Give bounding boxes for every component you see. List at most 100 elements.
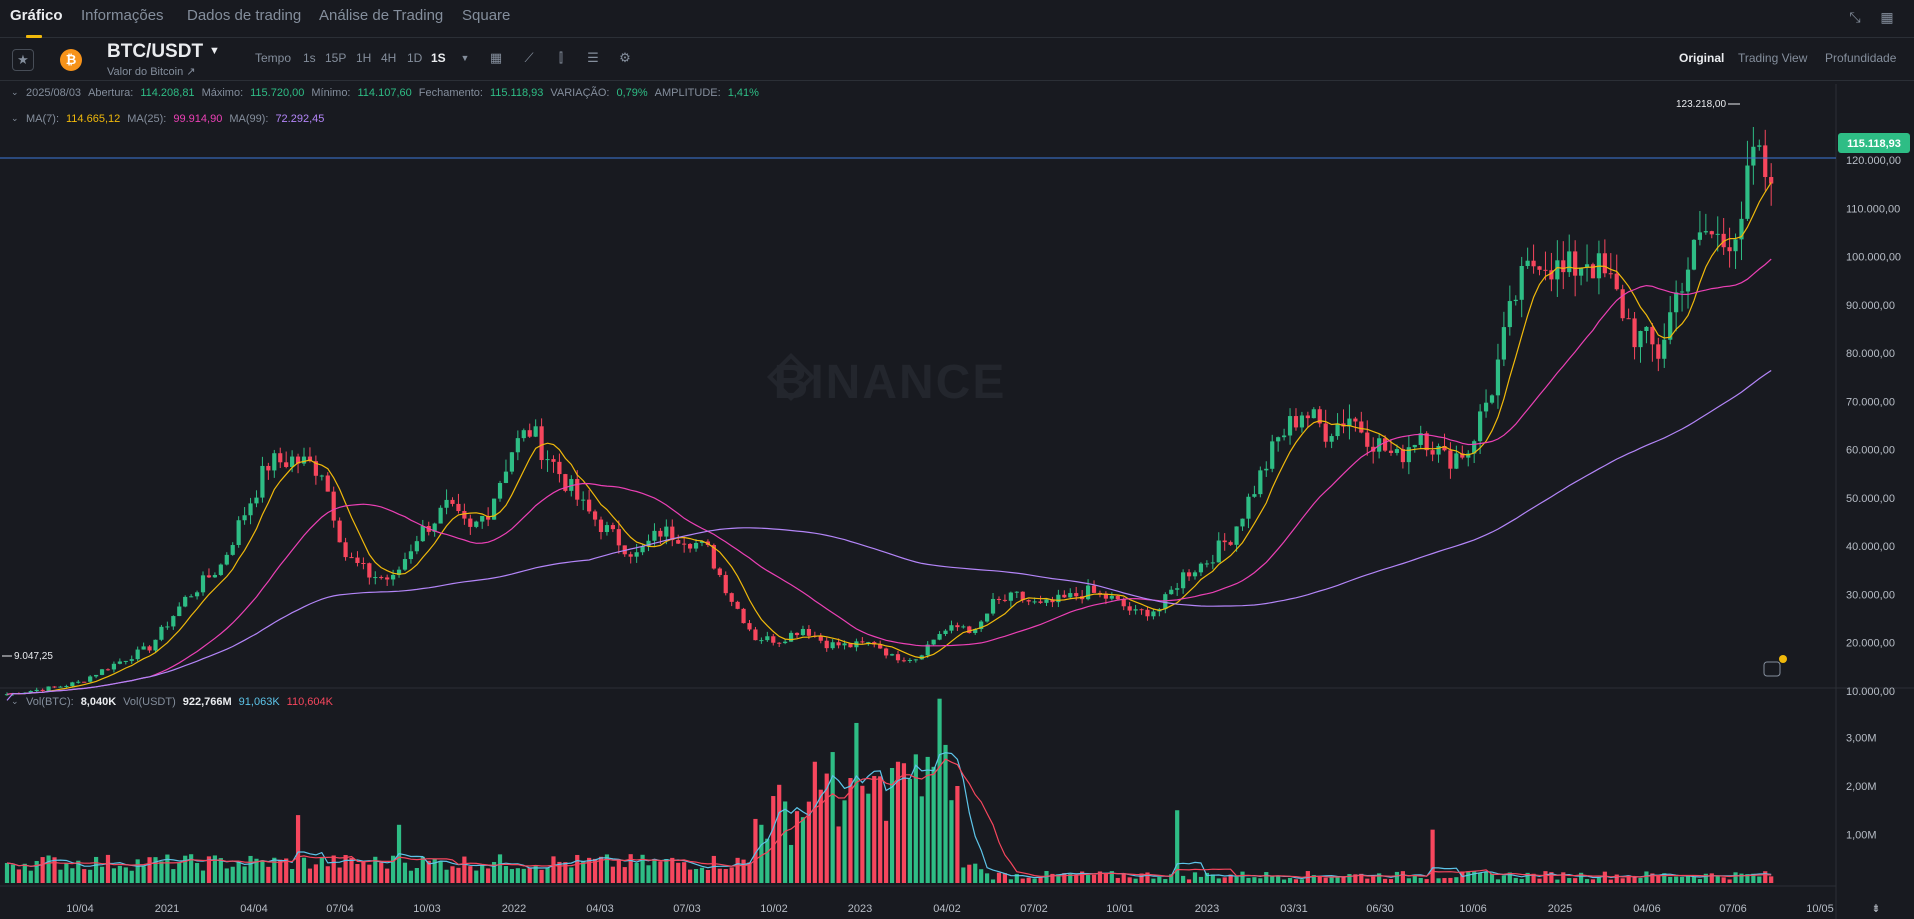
interval-1s[interactable]: 1s	[303, 51, 316, 65]
candle-body	[515, 438, 520, 453]
interval-1d[interactable]: 1D	[407, 51, 423, 65]
volume-axis-tick: 1,00M	[1846, 830, 1877, 842]
candle-body	[996, 598, 1002, 600]
time-axis-tick: 04/06	[1633, 903, 1661, 915]
candle-body	[866, 642, 871, 644]
candles-group	[4, 126, 1774, 696]
candle-body	[52, 686, 57, 688]
candle-body	[1757, 145, 1762, 147]
candle-body	[806, 628, 811, 636]
candle-body	[1353, 418, 1358, 422]
interval-15p[interactable]: 15P	[325, 51, 347, 65]
interval-1s-week[interactable]: 1S	[431, 51, 446, 65]
volume-bar	[1115, 877, 1120, 883]
calendar-icon[interactable]: ▦	[489, 50, 503, 65]
volume-bar	[1121, 873, 1126, 883]
candle-body	[723, 575, 728, 594]
volume-bar	[1287, 877, 1293, 883]
binance-logo-icon	[766, 352, 816, 402]
chevron-down-icon[interactable]: ⌄	[11, 696, 19, 706]
volume-bar	[355, 864, 360, 883]
favorite-star-icon[interactable]: ★	[12, 49, 34, 71]
volume-bar	[753, 818, 758, 883]
symbol-pair[interactable]: BTC/USDT	[107, 41, 204, 62]
chevron-down-icon[interactable]: ⌄	[11, 87, 19, 97]
interval-1h[interactable]: 1H	[356, 51, 372, 65]
volume-bar	[1668, 876, 1673, 883]
candle-body	[480, 515, 485, 522]
volume-bar	[212, 855, 217, 883]
volume-bar	[1359, 873, 1364, 883]
layout-grid-icon[interactable]: ▦	[1880, 9, 1894, 25]
volume-bar	[1258, 878, 1263, 883]
candle-body	[438, 507, 443, 524]
volume-bar	[1032, 878, 1037, 883]
candle-body	[670, 526, 675, 541]
ma99-line	[6, 370, 1772, 701]
candle-type-icon[interactable]: ⫿	[558, 50, 564, 65]
volume-bar	[907, 779, 912, 883]
candle-body	[878, 644, 883, 649]
candle-body	[967, 626, 972, 633]
candle-body	[1703, 231, 1708, 233]
volume-bar	[889, 768, 895, 883]
indicator-icon[interactable]: ⟋	[524, 50, 534, 65]
chevron-down-icon[interactable]: ▼	[209, 45, 220, 57]
time-axis-tick: 07/02	[1020, 903, 1048, 915]
collapse-icon[interactable]: ⤡	[1849, 9, 1861, 25]
volume-bar	[925, 756, 930, 883]
ma7-label: MA(7):	[26, 113, 59, 125]
view-profundidade[interactable]: Profundidade	[1825, 51, 1897, 65]
candle-body	[1620, 289, 1625, 319]
candle-body	[70, 682, 75, 687]
candle-body	[1365, 432, 1370, 447]
candle-body	[836, 642, 841, 646]
volume-bar	[1020, 878, 1025, 883]
volume-bar	[1757, 876, 1762, 883]
time-label: Tempo	[255, 51, 292, 65]
volume-bar	[1377, 873, 1382, 883]
candle-body	[1602, 253, 1607, 274]
tab-dados-de-trading[interactable]: Dados de trading	[187, 7, 302, 24]
volume-bar	[1751, 873, 1756, 883]
layout-icon[interactable]: ☰	[587, 50, 599, 65]
volume-bar	[236, 862, 241, 883]
volume-bar	[111, 868, 117, 883]
candle-body	[1400, 449, 1405, 463]
candle-body	[1483, 402, 1489, 412]
settings-icon[interactable]: ⚙	[619, 50, 631, 65]
low-label: Mínimo:	[311, 87, 351, 99]
view-trading-view[interactable]: Trading View	[1738, 51, 1808, 65]
candle-body	[788, 632, 794, 642]
interval-more-chevron-icon[interactable]: ▼	[460, 53, 470, 63]
volume-bar	[765, 838, 770, 883]
interval-4h[interactable]: 4H	[381, 51, 397, 65]
active-tab-indicator	[26, 35, 42, 38]
tab-square[interactable]: Square	[462, 7, 511, 24]
candle-body	[1531, 260, 1536, 267]
volume-bar	[1329, 877, 1334, 883]
volume-bar	[610, 866, 615, 883]
symbol-toolbar: ★ ₿ BTC/USDT ▼ Valor do Bitcoin ↗ Tempo …	[0, 39, 1914, 81]
volume-bar	[218, 858, 223, 883]
volume-bar	[1228, 874, 1233, 883]
view-original[interactable]: Original	[1679, 51, 1725, 65]
tab-grafico[interactable]: Gráfico	[10, 7, 63, 24]
candle-body	[1430, 450, 1435, 455]
volume-bar	[1270, 875, 1275, 883]
chevron-down-icon[interactable]: ⌄	[11, 113, 19, 123]
volume-bar	[539, 869, 544, 883]
volume-bar	[361, 861, 366, 883]
tab-analise-de-trading[interactable]: Análise de Trading	[319, 7, 444, 24]
candle-body	[1644, 326, 1649, 331]
volume-bar	[723, 869, 728, 883]
candle-body	[307, 456, 313, 462]
candle-body	[408, 551, 414, 560]
tab-informacoes[interactable]: Informações	[81, 7, 164, 24]
volume-bar	[1347, 874, 1352, 883]
symbol-subtitle-link[interactable]: Valor do Bitcoin ↗	[107, 66, 196, 78]
volume-bar	[741, 859, 746, 883]
candle-body	[260, 465, 265, 498]
volume-bar	[206, 856, 212, 883]
